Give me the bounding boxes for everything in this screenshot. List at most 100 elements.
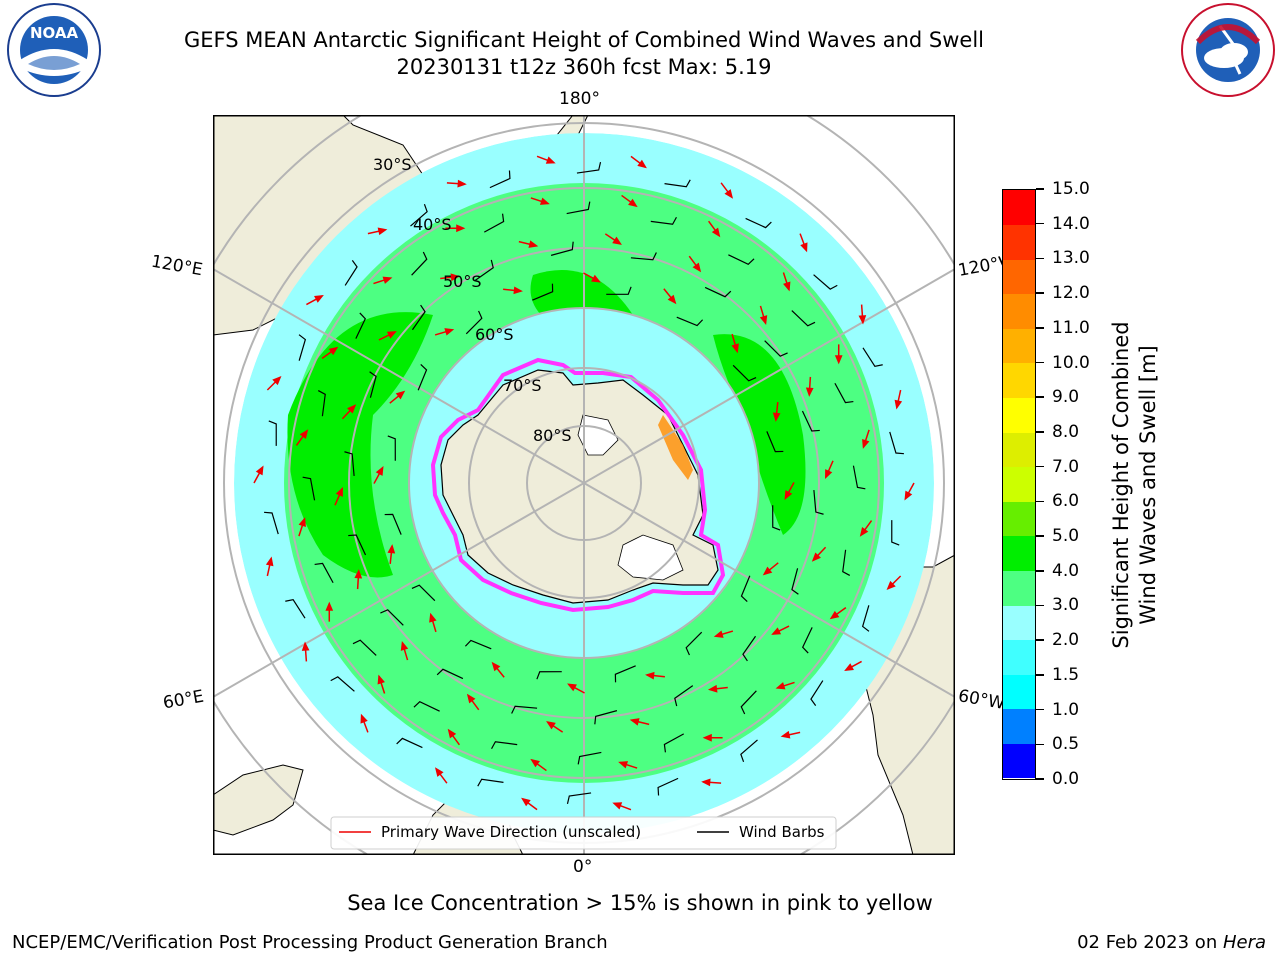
wind-barbs: [264, 162, 904, 804]
lat-label-60: 60°S: [475, 325, 514, 344]
wind-barb: [417, 363, 428, 391]
wind-barb: [387, 435, 396, 461]
wind-barb: [614, 665, 636, 683]
wind-barb: [630, 252, 657, 261]
wind-barb: [566, 792, 592, 804]
wave-arrow-head: [299, 429, 309, 439]
wind-barb: [477, 778, 504, 787]
wind-barb: [489, 170, 511, 189]
wave-arrow-head: [780, 730, 791, 739]
wind-barb: [772, 505, 781, 531]
wave-arrow-head: [645, 671, 655, 680]
polar-map: 30°S 40°S 50°S 60°S 70°S 80°S Primary Wa…: [213, 115, 955, 855]
wind-barb: [740, 739, 758, 763]
colorbar-segment: [1003, 328, 1035, 364]
lon-label-180: 180°: [559, 89, 600, 109]
wind-barb: [791, 310, 816, 327]
colorbar-tick-label: 10.0: [1052, 352, 1090, 373]
graticule: [213, 115, 955, 855]
wave-arrow-head: [328, 346, 339, 356]
wind-barb: [330, 676, 355, 692]
wind-barb: [410, 203, 428, 227]
colorbar-segment: [1003, 259, 1035, 295]
wave-arrow-head: [377, 227, 388, 236]
wave-arrow-head: [457, 179, 467, 188]
wind-barb: [766, 431, 784, 453]
wave-arrow-head: [825, 469, 833, 480]
lat-label-40: 40°S: [413, 215, 452, 234]
wind-barb: [791, 568, 799, 595]
footer-credit: NCEP/EMC/Verification Post Processing Pr…: [12, 932, 608, 953]
wind-barb: [891, 520, 900, 546]
wind-barb: [842, 549, 851, 576]
wind-barb: [650, 216, 677, 225]
lat-label-70: 70°S: [503, 376, 542, 395]
colorbar-tick-label: 2.0: [1052, 630, 1080, 651]
wave-arrow-head: [546, 721, 556, 730]
wind-barb: [411, 251, 428, 276]
colorbar-segment: [1003, 362, 1035, 399]
wind-barb: [704, 286, 732, 298]
colorbar-tick-label: 15.0: [1052, 179, 1090, 199]
wind-barb: [536, 671, 562, 680]
map-legend: Primary Wave Direction (unscaled) Wind B…: [330, 816, 837, 850]
colorbar-tick: [1036, 535, 1044, 537]
colorbar-tick: [1036, 257, 1044, 260]
wave-arrow-head: [539, 197, 550, 205]
colorbar-segment: [1003, 674, 1035, 710]
wind-barb: [889, 431, 904, 455]
wind-barb: [436, 668, 464, 680]
footer-host: Hera: [1222, 932, 1266, 953]
wind-barb: [268, 420, 277, 446]
colorbar-title: Significant Height of Combined Wind Wave…: [1103, 300, 1163, 670]
wind-barb: [764, 340, 788, 357]
colorbar-segment: [1003, 466, 1035, 502]
wave-arrow-head: [513, 286, 523, 295]
wave-arrow-head: [731, 343, 739, 354]
legend-wind-barbs: Wind Barbs: [739, 823, 825, 841]
colorbar-tick-label: 3.0: [1052, 595, 1080, 616]
wind-barb: [657, 777, 679, 796]
wave-arrow-head: [628, 198, 638, 208]
wave-arrow-head: [491, 661, 501, 672]
africa-land: [213, 764, 304, 836]
colorbar-tick: [1036, 708, 1044, 711]
wave-arrow-head: [783, 281, 791, 292]
wind-barb: [464, 639, 492, 650]
wave-arrow-head: [591, 274, 601, 283]
wind-barb: [411, 584, 436, 602]
wave-arrow-head: [444, 328, 455, 336]
colorbar-tick-label: 1.5: [1052, 664, 1080, 685]
wave-arrow-head: [255, 465, 264, 476]
colorbar-tick-label: 0.0: [1052, 769, 1080, 789]
wave-arrow-head: [360, 713, 368, 724]
legend-primary-wave: Primary Wave Direction (unscaled): [381, 823, 641, 841]
colorbar-tick: [1036, 222, 1044, 225]
footer-date: 02 Feb 2023 on Hera: [1077, 932, 1266, 953]
wave-arrow-head: [377, 674, 385, 685]
wave-arrow-head: [612, 802, 623, 810]
wind-barb: [344, 451, 355, 476]
wind-barb: [550, 241, 574, 256]
lon-label-60e: 60°E: [161, 686, 206, 714]
colorbar-tick: [1036, 431, 1044, 433]
wave-arrow-head: [762, 566, 773, 576]
colorbar-title-line1: Significant Height of Combined: [1109, 321, 1133, 648]
wind-barb: [732, 364, 757, 382]
wind-barb: [742, 635, 757, 662]
wave-arrow-head: [335, 486, 343, 497]
wave-arrow-head: [456, 224, 466, 233]
wave-arrow-head: [354, 569, 363, 579]
wind-barb: [740, 575, 751, 603]
wind-barb: [813, 274, 838, 290]
wave-arrow-head: [834, 355, 843, 365]
wind-barb: [384, 513, 402, 535]
colorbar-tick: [1036, 570, 1044, 572]
lat-label-50: 50°S: [443, 272, 482, 291]
lon-label-0: 0°: [573, 857, 593, 877]
sea-ice-high-concentration: [658, 415, 693, 480]
wave-arrow-head: [784, 490, 793, 500]
colorbar-tick: [1036, 396, 1044, 398]
wave-arrow-head: [775, 682, 786, 690]
wave-arrow-head: [545, 156, 556, 164]
